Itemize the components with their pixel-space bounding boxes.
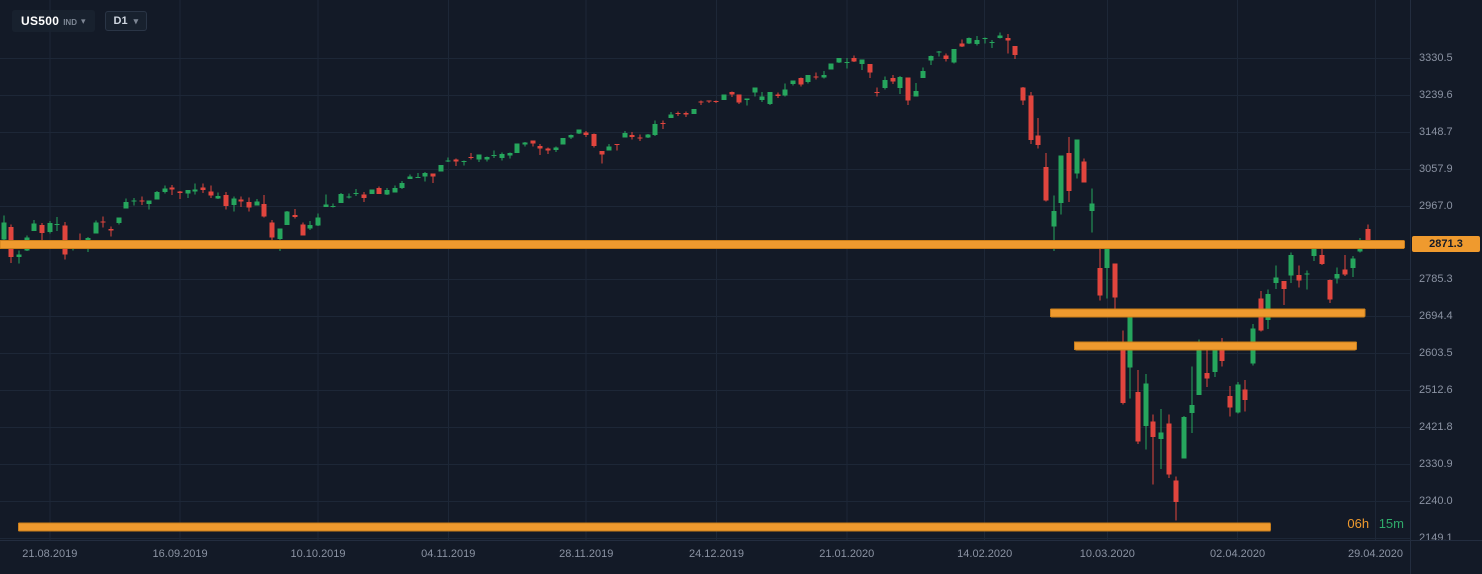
candlestick-chart[interactable] <box>0 0 1410 540</box>
time-axis[interactable]: 21.08.2019 16.09.2019 10.10.2019 04.11.2019… <box>0 540 1410 574</box>
price-axis-label: 3057.9 <box>1419 162 1453 175</box>
chart-toolbar: US500 IND ▾ D1 ▾ <box>12 10 148 32</box>
horizontal-line-drawing[interactable] <box>17 522 1271 532</box>
candle-series <box>1 32 1379 521</box>
time-axis-label: 21.08.2019 <box>22 548 78 560</box>
symbol-name: US500 <box>21 14 60 28</box>
price-axis[interactable]: 3330.5 3239.6 3148.7 3057.9 2967.0 2785.3 2694… <box>1410 0 1482 544</box>
chevron-down-icon: ▾ <box>133 15 139 26</box>
time-axis-label: 24.12.2019 <box>688 548 745 560</box>
price-axis-label: 2785.3 <box>1419 273 1453 286</box>
grid-lines <box>0 0 1410 540</box>
time-axis-label: 28.11.2019 <box>559 548 614 560</box>
symbol-selector[interactable]: US500 IND ▾ <box>12 10 95 32</box>
price-axis-label: 3330.5 <box>1419 51 1453 64</box>
price-axis-label: 2330.9 <box>1419 458 1453 471</box>
price-axis-label: 3239.6 <box>1419 88 1453 101</box>
countdown-hours: 06h <box>1347 516 1370 531</box>
time-axis-label: 21.01.2020 <box>819 548 875 560</box>
time-axis-label: 04.11.2019 <box>421 548 476 560</box>
horizontal-line-drawing[interactable] <box>1049 308 1366 318</box>
horizontal-line-drawing[interactable] <box>0 239 1405 249</box>
time-axis-label: 16.09.2019 <box>152 548 208 560</box>
candle-close-countdown: 06h 15m <box>1347 516 1404 531</box>
symbol-type-badge: IND <box>63 18 77 27</box>
countdown-minutes: 15m <box>1378 516 1404 531</box>
chevron-down-icon: ▾ <box>80 15 86 26</box>
time-axis-label: 10.03.2020 <box>1079 548 1135 560</box>
current-price-tag: 2871.3 <box>1412 236 1480 253</box>
price-axis-label: 2512.6 <box>1419 384 1453 397</box>
timeframe-selector[interactable]: D1 ▾ <box>104 11 148 31</box>
time-axis-label: 10.10.2019 <box>290 548 346 560</box>
time-axis-label: 02.04.2020 <box>1210 548 1266 560</box>
time-axis-label: 14.02.2020 <box>957 548 1013 560</box>
price-axis-label: 2694.4 <box>1419 310 1453 323</box>
axis-corner <box>1410 540 1482 574</box>
price-axis-label: 3148.7 <box>1419 125 1453 138</box>
price-axis-label: 2421.8 <box>1419 421 1453 434</box>
price-axis-label: 2967.0 <box>1419 199 1453 212</box>
timeframe-label: D1 <box>113 15 128 27</box>
price-axis-label: 2240.0 <box>1419 494 1453 507</box>
price-axis-label: 2603.5 <box>1419 347 1453 360</box>
time-axis-label: 29.04.2020 <box>1347 548 1404 560</box>
chart-plot-area[interactable]: US500 IND ▾ D1 ▾ 06h 15m <box>0 0 1410 540</box>
horizontal-line-drawing[interactable] <box>1073 341 1357 351</box>
